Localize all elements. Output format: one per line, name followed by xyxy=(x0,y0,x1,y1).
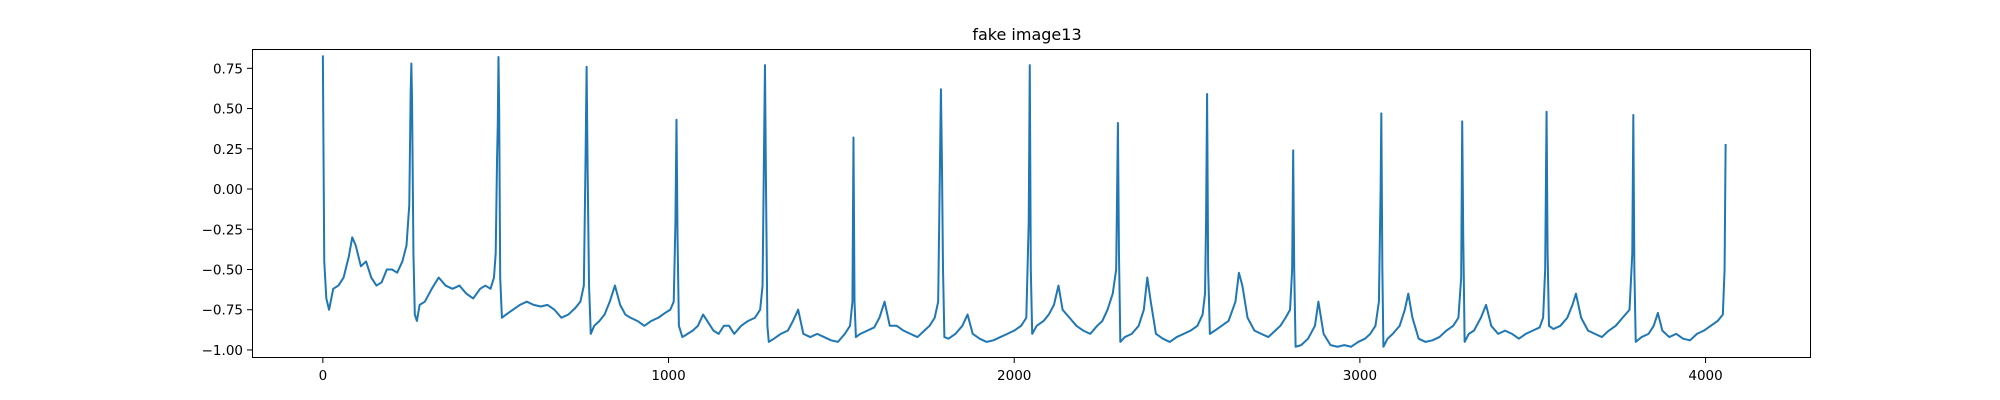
y-tick-label: 0.75 xyxy=(213,61,243,77)
y-tick-label: −1.00 xyxy=(202,343,243,359)
x-tick-label: 4000 xyxy=(1688,368,1722,384)
y-tick-label: 0.25 xyxy=(213,142,243,158)
x-tick-label: 2000 xyxy=(997,368,1031,384)
y-tick-label: −0.75 xyxy=(202,303,243,319)
y-tick-label: 0.00 xyxy=(213,182,243,198)
y-tick-label: −0.50 xyxy=(202,262,243,278)
x-tick-label: 3000 xyxy=(1343,368,1377,384)
y-tick-label: −0.25 xyxy=(202,222,243,238)
y-tick-label: 0.50 xyxy=(213,102,243,118)
x-tick-label: 0 xyxy=(319,368,328,384)
x-tick-label: 1000 xyxy=(651,368,685,384)
chart-title: fake image13 xyxy=(972,25,1081,44)
